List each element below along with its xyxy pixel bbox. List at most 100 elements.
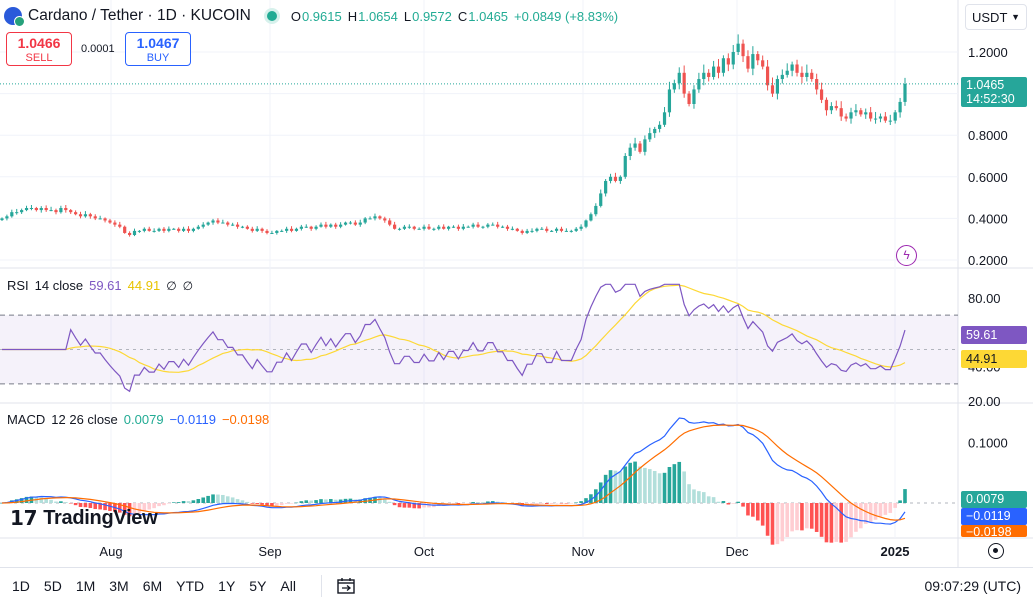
sell-button[interactable]: 1.0466 SELL (6, 32, 72, 66)
candle-body (446, 226, 451, 229)
macd-params: 12 26 close (51, 412, 118, 427)
candle-body (29, 208, 34, 209)
candle-body (167, 228, 171, 231)
candle-body (780, 74, 784, 80)
price-axis-tick: 0.4000 (968, 211, 1008, 226)
candle-body (672, 83, 676, 90)
macd-histogram-bar (486, 501, 490, 503)
range-1d[interactable]: 1D (12, 578, 30, 594)
candle-body (329, 224, 333, 227)
range-ytd[interactable]: YTD (176, 578, 205, 594)
candle-body (348, 222, 353, 224)
macd-histogram-bar (103, 503, 107, 511)
macd-histogram-bar (888, 503, 893, 513)
candle-body (231, 224, 235, 226)
macd-histogram-bar (378, 497, 382, 503)
macd-histogram-bar (216, 494, 220, 503)
candle-body (849, 112, 853, 119)
range-5d[interactable]: 5D (43, 578, 62, 594)
macd-histogram-bar (574, 502, 578, 503)
macd-histogram-bar (206, 495, 210, 503)
macd-histogram-bar (643, 467, 647, 503)
tradingview-logo[interactable]: 𝟭𝟳 TradingView (10, 506, 158, 531)
close-label: C (457, 8, 468, 24)
macd-name: MACD (7, 412, 46, 427)
candle-body (545, 228, 549, 231)
macd-histogram-bar (147, 503, 152, 510)
chevron-down-icon: ▼ (1011, 12, 1020, 22)
macd-histogram-bar (682, 471, 686, 503)
macd-histogram-bar (814, 503, 819, 532)
candle-body (662, 112, 667, 125)
range-1y[interactable]: 1Y (218, 578, 236, 594)
low-value: 0.9572 (412, 8, 452, 24)
candle-body (888, 120, 892, 122)
candle-body (770, 85, 775, 94)
candle-body (810, 72, 814, 80)
currency-select[interactable]: USDT ▼ (965, 4, 1027, 30)
macd-histogram-bar (652, 470, 657, 503)
candle-body (540, 228, 544, 230)
symbol-title[interactable]: Cardano / Tether · 1D · KUCOIN (28, 7, 251, 24)
macd-histogram-bar (554, 503, 559, 504)
macd-histogram-bar (770, 503, 775, 545)
candle-body (270, 232, 274, 234)
macd-histogram-bar (333, 499, 338, 503)
price-axis-tick: 0.8000 (968, 128, 1008, 143)
macd-histogram-bar (697, 491, 701, 503)
candle-body (432, 228, 436, 230)
macd-histogram-bar (809, 503, 814, 529)
compare-date-range-icon[interactable] (320, 575, 356, 597)
candle-body (486, 224, 490, 227)
macd-legend[interactable]: MACD 12 26 close 0.0079 −0.0119 −0.0198 (7, 412, 269, 427)
goto-realtime-icon[interactable] (988, 543, 1004, 559)
macd-histogram-bar (736, 501, 740, 503)
candle-body (751, 54, 755, 69)
range-5y[interactable]: 5Y (249, 578, 267, 594)
tradingview-wordmark: TradingView (43, 507, 158, 529)
macd-histogram-bar (329, 499, 333, 503)
utc-clock[interactable]: 09:07:29 (UTC) (924, 578, 1021, 594)
price-axis-tick: 0.2000 (968, 253, 1008, 268)
candle-body (397, 228, 402, 230)
range-all[interactable]: All (280, 578, 296, 594)
macd-histogram-bar (623, 466, 628, 503)
candle-body (829, 106, 833, 111)
macd-histogram-bar (662, 472, 667, 503)
macd-histogram-bar (137, 503, 142, 514)
candle-body (564, 230, 568, 232)
candle-body (859, 110, 863, 115)
buy-button[interactable]: 1.0467 BUY (125, 32, 191, 66)
rsi-value-tag: 59.61 (961, 326, 1027, 344)
rsi-legend[interactable]: RSI 14 close 59.61 44.91 ∅ ∅ (7, 278, 193, 293)
candle-body (285, 228, 289, 231)
sell-price: 1.0466 (17, 35, 61, 51)
candle-body (697, 79, 701, 90)
lightning-icon[interactable]: ϟ (896, 245, 917, 266)
rsi-ma-tag: 44.91 (961, 350, 1027, 368)
macd-histogram-bar (289, 503, 294, 504)
range-3m[interactable]: 3M (109, 578, 129, 594)
candle-body (152, 230, 156, 232)
candle-body (476, 224, 480, 227)
candle-body (157, 228, 161, 231)
macd-histogram-bar (181, 501, 186, 503)
candle-body (584, 220, 588, 227)
candle-body (88, 214, 92, 217)
candle-body (628, 147, 632, 156)
macd-histogram-bar (83, 503, 88, 508)
range-6m[interactable]: 6M (142, 578, 163, 594)
macd-histogram-bar (638, 466, 642, 503)
candle-body (216, 220, 220, 223)
macd-histogram-bar (201, 497, 206, 503)
candle-body (280, 230, 284, 232)
macd-histogram-bar (500, 502, 505, 503)
candle-body (510, 228, 514, 230)
candle-body (869, 112, 873, 119)
buy-price: 1.0467 (136, 35, 180, 51)
range-1m[interactable]: 1M (75, 578, 96, 594)
candle-body (834, 106, 838, 109)
candle-body (618, 176, 622, 181)
rsi-ma-value: 44.91 (127, 278, 161, 293)
